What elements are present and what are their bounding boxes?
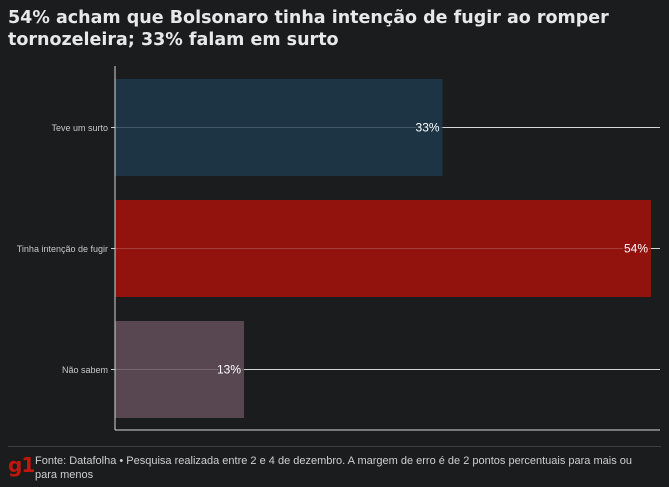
data-label-2: 54%: [624, 242, 648, 256]
footer-divider: [8, 446, 661, 447]
chart-title: 54% acham que Bolsonaro tinha intenção d…: [8, 8, 609, 50]
category-label-3: Não sabem: [62, 365, 108, 375]
category-label-1: Teve um surto: [51, 123, 108, 133]
category-label-2: Tinha intenção de fugir: [17, 244, 108, 254]
source-note: Fonte: Datafolha • Pesquisa realizada en…: [35, 455, 632, 481]
bar-1: [115, 79, 443, 176]
bar-2: [115, 200, 651, 297]
data-label-3: 13%: [217, 363, 241, 377]
bar-3: [115, 321, 245, 418]
data-label-1: 33%: [416, 121, 440, 135]
g1-logo: g1: [8, 453, 35, 477]
